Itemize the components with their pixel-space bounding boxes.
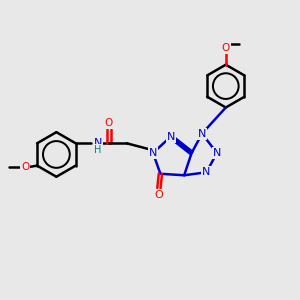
- Text: O: O: [105, 118, 113, 128]
- Text: O: O: [21, 162, 29, 172]
- Text: N: N: [202, 167, 211, 177]
- Text: O: O: [222, 44, 230, 53]
- Text: N: N: [149, 148, 157, 158]
- Text: N: N: [167, 132, 175, 142]
- Text: H: H: [94, 145, 101, 155]
- Text: N: N: [198, 129, 206, 139]
- Text: N: N: [213, 148, 221, 158]
- Text: O: O: [154, 190, 163, 200]
- Text: N: N: [94, 138, 103, 148]
